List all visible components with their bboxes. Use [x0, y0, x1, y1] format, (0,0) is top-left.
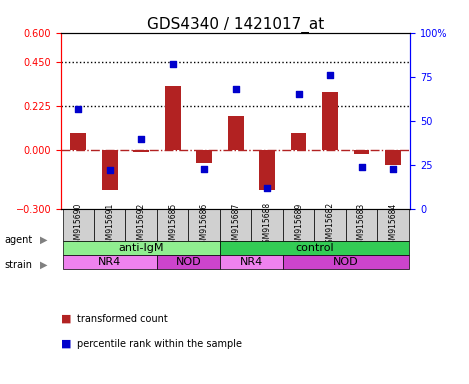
Bar	[62, 242, 220, 255]
Text: NR4: NR4	[240, 257, 263, 267]
Bar	[291, 133, 307, 151]
Bar	[70, 133, 86, 151]
Bar	[220, 242, 409, 255]
Text: GSM915682: GSM915682	[325, 202, 334, 248]
Bar	[126, 209, 157, 242]
Text: GSM915689: GSM915689	[294, 202, 303, 248]
Bar	[228, 116, 243, 151]
Point	[264, 185, 271, 191]
Point	[232, 86, 239, 92]
Text: GSM915686: GSM915686	[200, 202, 209, 248]
Text: NOD: NOD	[176, 257, 201, 267]
Text: GSM915683: GSM915683	[357, 202, 366, 248]
Bar	[133, 151, 149, 152]
Bar	[385, 151, 401, 165]
Bar	[322, 91, 338, 151]
Title: GDS4340 / 1421017_at: GDS4340 / 1421017_at	[147, 17, 324, 33]
Bar	[251, 209, 283, 242]
Bar	[62, 255, 157, 269]
Point	[295, 91, 303, 98]
Text: GSM915687: GSM915687	[231, 202, 240, 248]
Bar	[165, 86, 181, 151]
Bar	[94, 209, 126, 242]
Point	[169, 61, 176, 68]
Point	[200, 166, 208, 172]
Text: percentile rank within the sample: percentile rank within the sample	[77, 339, 242, 349]
Text: NR4: NR4	[98, 257, 121, 267]
Text: GSM915684: GSM915684	[388, 202, 398, 248]
Point	[358, 164, 365, 170]
Point	[389, 166, 397, 172]
Text: GSM915690: GSM915690	[74, 202, 83, 248]
Bar	[197, 151, 212, 163]
Bar	[157, 209, 189, 242]
Point	[326, 72, 334, 78]
Text: ■: ■	[61, 314, 71, 324]
Bar	[189, 209, 220, 242]
Text: strain: strain	[5, 260, 33, 270]
Text: GSM915691: GSM915691	[105, 202, 114, 248]
Bar	[259, 151, 275, 190]
Bar	[220, 255, 283, 269]
Bar	[346, 209, 378, 242]
Text: transformed count: transformed count	[77, 314, 168, 324]
Bar	[102, 151, 118, 190]
Text: GSM915685: GSM915685	[168, 202, 177, 248]
Bar	[62, 209, 94, 242]
Text: agent: agent	[5, 235, 33, 245]
Bar	[354, 151, 370, 154]
Point	[75, 106, 82, 112]
Bar	[283, 255, 409, 269]
Text: control: control	[295, 243, 333, 253]
Text: ▶: ▶	[40, 260, 47, 270]
Point	[137, 136, 145, 142]
Text: NOD: NOD	[333, 257, 359, 267]
Text: ▶: ▶	[40, 235, 47, 245]
Text: GSM915688: GSM915688	[263, 202, 272, 248]
Point	[106, 167, 113, 174]
Bar	[283, 209, 314, 242]
Text: GSM915692: GSM915692	[137, 202, 146, 248]
Bar	[220, 209, 251, 242]
Bar	[378, 209, 409, 242]
Bar	[314, 209, 346, 242]
Bar	[157, 255, 220, 269]
Text: anti-IgM: anti-IgM	[119, 243, 164, 253]
Text: ■: ■	[61, 339, 71, 349]
